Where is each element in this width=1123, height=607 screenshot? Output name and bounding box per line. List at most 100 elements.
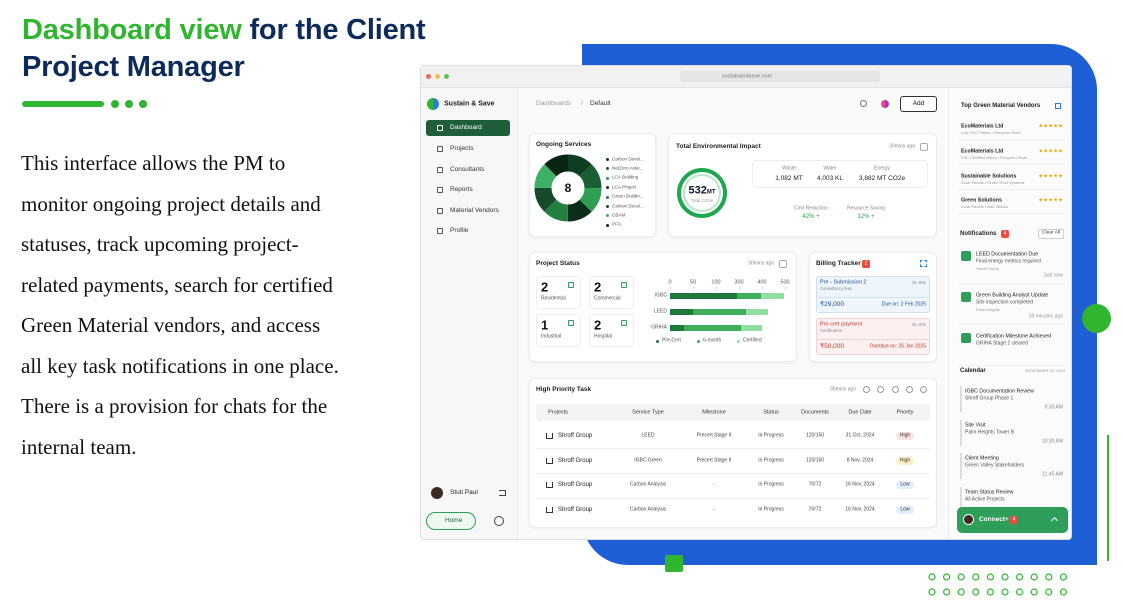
table-header xyxy=(536,404,930,421)
priority: Low xyxy=(900,506,910,513)
column-header: Priority xyxy=(896,408,914,415)
x-tick-label: 50 xyxy=(689,279,697,286)
divider xyxy=(958,283,1066,284)
decor-dot xyxy=(928,588,936,596)
home-button: Home xyxy=(445,516,463,524)
bar xyxy=(670,309,693,315)
panel-title: Calendar xyxy=(960,368,986,374)
event-time: 9:30 AM xyxy=(1044,404,1063,411)
count-box xyxy=(589,314,634,347)
count-box xyxy=(536,276,581,309)
cell: Precert Stage II xyxy=(696,432,732,439)
logout-icon xyxy=(499,490,506,496)
decor-dot xyxy=(1045,573,1053,581)
bar xyxy=(741,325,762,331)
donut-wrap xyxy=(533,153,603,223)
x-tick-label: 100 xyxy=(711,279,721,286)
decor-dot xyxy=(1059,588,1067,596)
count-label: Industrial xyxy=(541,333,562,340)
nav-item: Dashboard xyxy=(450,123,482,131)
add-button xyxy=(900,96,937,112)
badge xyxy=(862,260,870,268)
divider xyxy=(817,297,929,298)
vendor-desc: FSC Certified Wood • Recycled Steel xyxy=(961,154,1027,160)
x-tick-label: 500 xyxy=(780,279,790,286)
total-number: 532 xyxy=(688,184,707,197)
panel-title: Top Green Material Vendors xyxy=(961,103,1041,109)
divider xyxy=(958,163,1066,165)
legend-label: Carbon Devel... xyxy=(612,156,644,162)
refresh-icon xyxy=(920,143,928,151)
accent-dot xyxy=(125,100,133,108)
green-line xyxy=(1107,435,1109,561)
event-sub: Palm Heights Tower B xyxy=(965,429,1015,435)
count-label: Commercial xyxy=(594,295,621,302)
updated: 30mins ago xyxy=(748,260,774,267)
clear-all: Clear All xyxy=(1042,230,1060,236)
row-divider xyxy=(536,448,930,449)
search-icon xyxy=(860,100,867,107)
column-header: Status xyxy=(763,408,779,415)
bill-due: Overdue on: 26 Jan 2025 xyxy=(869,343,926,350)
cell: Precert Stage II xyxy=(696,457,732,464)
cell: In Progress xyxy=(758,457,784,464)
cell: 31 Oct, 2024 xyxy=(845,432,875,439)
bar xyxy=(683,325,742,331)
priority: High xyxy=(899,457,911,464)
event-bar xyxy=(960,386,962,412)
change-value: 42% + xyxy=(802,214,820,220)
event-time: 11:45 AM xyxy=(1042,471,1063,478)
accent-dot xyxy=(139,100,147,108)
legend-dot xyxy=(606,176,609,180)
nav-icon xyxy=(437,167,443,173)
count-label: Residential xyxy=(541,295,566,302)
breadcrumb: Dashboards xyxy=(536,99,572,107)
y-tick-label: IGBC xyxy=(654,292,667,299)
window-dot xyxy=(444,74,449,79)
breadcrumb: / xyxy=(581,99,583,107)
card xyxy=(529,378,937,528)
decor-dot xyxy=(928,573,936,581)
right-panel xyxy=(948,88,1071,539)
legend-dot xyxy=(606,195,609,199)
cell: 70/72 xyxy=(808,506,822,513)
legend-label: Pre-Cert xyxy=(662,337,681,344)
bill-sub: Certification xyxy=(820,327,843,333)
tick-mark xyxy=(739,287,740,289)
bill-item xyxy=(816,318,930,355)
metric-label: Energy xyxy=(874,165,890,172)
event-sub: Green Valley Stakeholders xyxy=(965,462,1025,469)
breadcrumb: Default xyxy=(590,99,611,107)
cell: Shroff Group xyxy=(558,507,593,514)
vendor-rating: ★★★★★ xyxy=(1038,148,1063,155)
column-header: Milestone xyxy=(702,408,726,415)
window-dot xyxy=(426,74,431,79)
notification-text: GRIHA Stage 2 cleared xyxy=(976,340,1028,347)
slide-body: This interface allows the PM to monitor … xyxy=(21,151,339,459)
toolbar-icon xyxy=(892,386,899,393)
ring-outer xyxy=(677,168,727,218)
y-tick-label: GRIHA xyxy=(651,324,667,331)
bill-due: Due on: 2 Feb 2025 xyxy=(881,301,926,308)
legend-dot xyxy=(606,223,609,227)
legend-dot xyxy=(656,339,659,343)
event-title: Client Meeting xyxy=(965,455,999,462)
x-tick-label: 400 xyxy=(757,279,767,286)
house-icon xyxy=(546,433,553,439)
user-name: Stuti Paul xyxy=(450,488,478,496)
donut xyxy=(534,154,602,222)
divider xyxy=(817,339,929,340)
updated: 30mins ago xyxy=(889,143,915,150)
change-label: Cost Reduction xyxy=(793,205,829,212)
updated: 30mins ago xyxy=(830,386,856,393)
legend-dot xyxy=(606,186,609,190)
decor-dot xyxy=(986,588,995,596)
count-icon xyxy=(621,282,627,288)
event-title: Team Status Review xyxy=(965,488,1014,495)
theme-icon xyxy=(881,100,889,108)
priority: Low xyxy=(900,481,910,488)
cell: LEED xyxy=(641,432,655,439)
bar xyxy=(670,325,684,331)
metric-label: Water xyxy=(823,165,837,172)
